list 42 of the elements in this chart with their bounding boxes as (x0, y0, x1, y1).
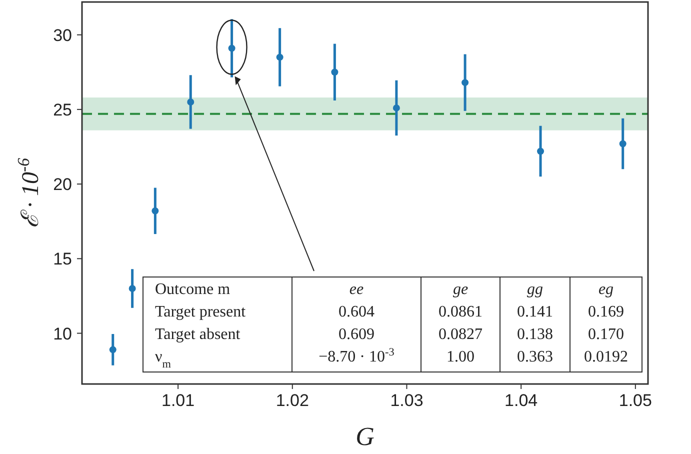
point (152, 207, 159, 214)
point (109, 346, 116, 354)
annotation: 1.00 (446, 348, 474, 366)
y-tick-label: 10 (53, 324, 72, 344)
x-axis-title: G (356, 422, 375, 451)
y-tick-label: 15 (53, 250, 72, 269)
annotation: 0.170 (588, 326, 624, 343)
point (128, 285, 136, 292)
annotation: ee (349, 281, 364, 298)
annotation: −8.70 · 10$^{-3}$ (318, 346, 395, 366)
x-tick-label: 1.02 (276, 391, 309, 410)
point (619, 140, 626, 148)
annotation: 0.169 (588, 304, 624, 320)
annotation: 0.0861 (438, 304, 482, 320)
x-tick-label: 1.03 (390, 391, 424, 410)
point (462, 79, 469, 86)
point (228, 44, 236, 52)
annotation: 0.138 (517, 326, 553, 343)
point (331, 68, 338, 76)
annotation: 0.0192 (584, 348, 628, 366)
x-tick-label: 1.01 (162, 391, 195, 410)
annotation: 0.0827 (438, 326, 482, 343)
annotation: Target absent (155, 326, 241, 343)
annotation: Outcome m (155, 281, 231, 298)
point (537, 148, 544, 155)
point (187, 98, 194, 106)
annotation: 0.141 (517, 304, 553, 320)
y-tick-label: 20 (53, 175, 72, 194)
point (276, 54, 284, 61)
y-tick-label: 25 (53, 100, 72, 120)
y-tick-label: 30 (53, 26, 72, 45)
x-tick-label: 1.04 (504, 391, 538, 410)
annotation: 0.363 (517, 348, 553, 366)
annotation: eg (598, 281, 614, 298)
point (392, 104, 400, 112)
annotation: ge (452, 281, 468, 298)
x-tick-label: 1.05 (618, 391, 652, 410)
annotation: ν$_{m}$ (155, 348, 172, 370)
annotation: gg (527, 281, 543, 298)
annotation: 0.609 (338, 326, 374, 343)
annotation: 0.604 (338, 304, 374, 320)
annotation: Target present (155, 304, 246, 320)
